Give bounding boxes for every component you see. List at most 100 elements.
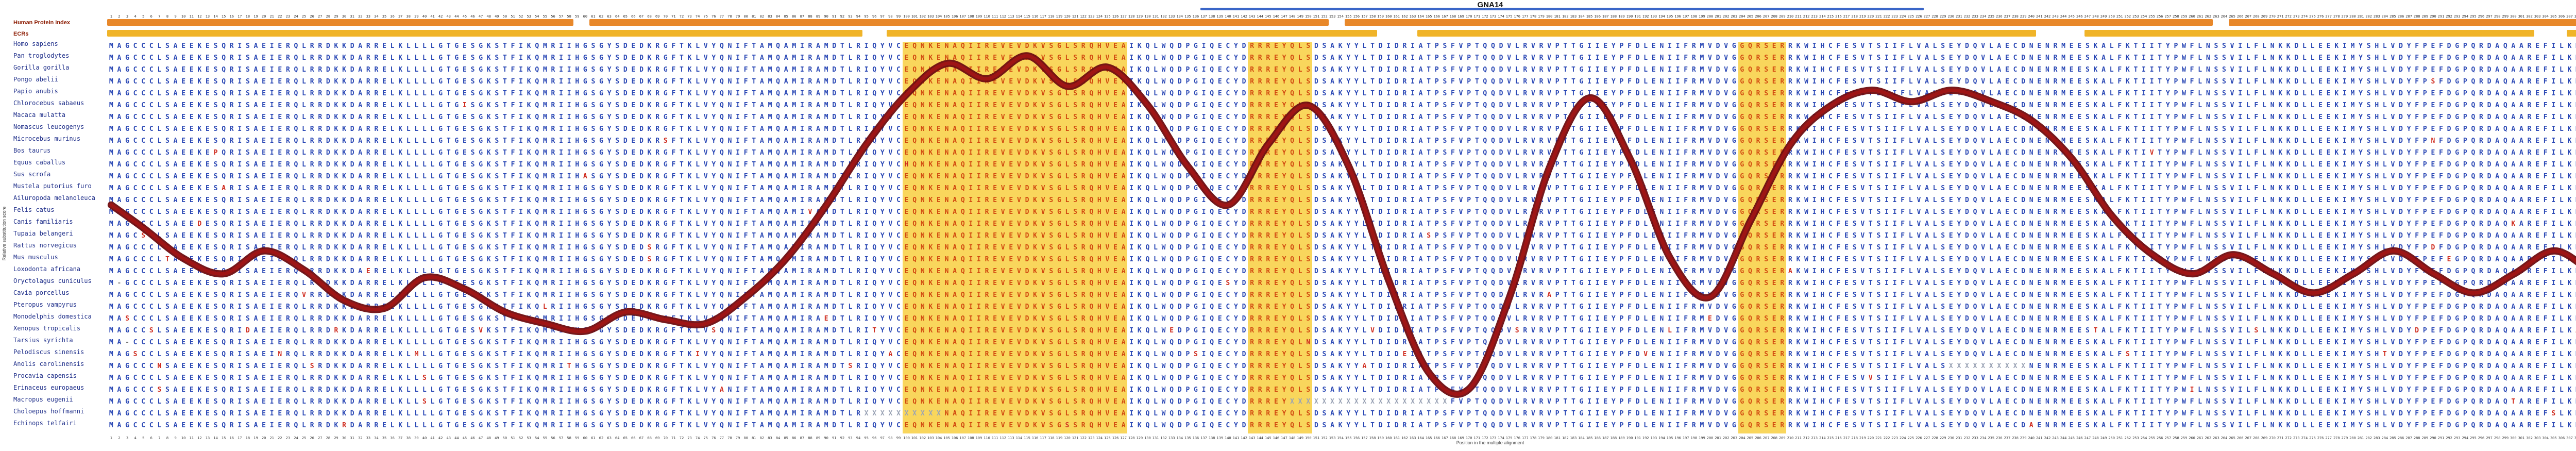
ruler-tick: 278 bbox=[2333, 14, 2340, 19]
ruler-tick: 10 bbox=[181, 14, 186, 19]
ruler-tick: 4 bbox=[134, 14, 137, 19]
residue-cell: K bbox=[2093, 42, 2098, 50]
residue-cell: H bbox=[575, 42, 580, 50]
track-segment bbox=[589, 19, 1329, 26]
residue-cell: R bbox=[982, 42, 991, 54]
species-name[interactable]: Echinops telfairi bbox=[13, 420, 77, 427]
species-name[interactable]: Equus caballus bbox=[13, 159, 66, 166]
residue-cell: Q bbox=[294, 42, 298, 50]
residue-cell: R bbox=[318, 42, 323, 50]
residue-cell: R bbox=[1539, 42, 1544, 50]
residue-cell: Q bbox=[1483, 42, 1487, 50]
species-name[interactable]: Choloepus hoffmanni bbox=[13, 408, 84, 415]
ruler-tick: 32 bbox=[358, 14, 363, 19]
ruler-tick: 231 bbox=[1956, 14, 1962, 19]
species-name[interactable]: Canis familiaris bbox=[13, 218, 73, 225]
species-name[interactable]: Pteropus vampyrus bbox=[13, 301, 77, 308]
residue-cell: Q bbox=[776, 42, 780, 50]
ruler-tick: 197 bbox=[1682, 14, 1689, 19]
species-name[interactable]: Felis catus bbox=[13, 206, 55, 213]
ruler-tick: 155 bbox=[1345, 14, 1352, 19]
ruler-tick: 94 bbox=[856, 14, 861, 19]
residue-cell: K bbox=[398, 42, 403, 50]
ruler-tick: 50 bbox=[502, 14, 507, 19]
ruler-tick: 150 bbox=[1304, 14, 1312, 19]
residue-cell: G bbox=[599, 42, 603, 50]
ruler-tick: 67 bbox=[639, 14, 644, 19]
residue-cell: E bbox=[1651, 42, 1656, 50]
species-name[interactable]: Erinaceus europaeus bbox=[13, 384, 84, 391]
species-name[interactable]: Anolis carolinensis bbox=[13, 360, 84, 368]
species-name[interactable]: Tupaia belangeri bbox=[13, 230, 73, 237]
residue-cell: G bbox=[479, 42, 483, 50]
residue-cell: I bbox=[800, 42, 804, 50]
residue-cell: R bbox=[1402, 42, 1407, 50]
species-name[interactable]: Pongo abelii bbox=[13, 76, 58, 83]
species-name[interactable]: Mus musculus bbox=[13, 254, 58, 261]
residue-cell: I bbox=[736, 42, 740, 50]
residue-cell: Q bbox=[1087, 42, 1096, 54]
species-name[interactable]: Procavia capensis bbox=[13, 372, 77, 379]
residue-cell: R bbox=[1778, 42, 1787, 54]
species-name[interactable]: Xenopus tropicalis bbox=[13, 325, 81, 332]
species-name[interactable]: Monodelphis domestica bbox=[13, 313, 92, 320]
residue-cell: V bbox=[1708, 42, 1712, 50]
residue-cell: E bbox=[1603, 42, 1608, 50]
species-name[interactable]: Ailuropoda melanoleuca bbox=[13, 194, 95, 202]
species-name[interactable]: Microcebus murinus bbox=[13, 135, 81, 142]
residue-cell: Q bbox=[910, 42, 919, 54]
residue-cell: Q bbox=[720, 42, 724, 50]
species-name[interactable]: Mustela putorius furo bbox=[13, 182, 92, 190]
ruler-tick: 294 bbox=[2462, 14, 2469, 19]
ruler-tick: 137 bbox=[1200, 14, 1207, 19]
residue-cell: S bbox=[2214, 42, 2218, 50]
residue-cell: G bbox=[1579, 42, 1584, 50]
residue-cell: M bbox=[543, 42, 547, 50]
residue-cell: R bbox=[229, 42, 234, 50]
ruler-tick: 225 bbox=[1907, 14, 1914, 19]
ruler-tick: 304 bbox=[2542, 14, 2549, 19]
species-name[interactable]: Rattus norvegicus bbox=[13, 242, 77, 249]
species-name[interactable]: Sus scrofa bbox=[13, 171, 51, 178]
ruler-tick: 65 bbox=[623, 14, 628, 19]
species-name[interactable]: Gorilla gorilla bbox=[13, 64, 70, 71]
species-name[interactable]: Homo sapiens bbox=[13, 40, 58, 47]
residue-cell: I bbox=[1587, 42, 1591, 50]
residue-cell: K bbox=[2286, 42, 2291, 50]
residue-cell: L bbox=[1362, 42, 1367, 50]
ruler-tick: 208 bbox=[1771, 14, 1778, 19]
species-name[interactable]: Macropus eugenii bbox=[13, 396, 73, 403]
residue-cell: T bbox=[752, 42, 756, 50]
residue-cell: P bbox=[1555, 42, 1560, 50]
species-name[interactable]: Bos taurus bbox=[13, 147, 51, 154]
species-name[interactable]: Tarsius syrichta bbox=[13, 337, 73, 344]
ruler-tick: 300 bbox=[2510, 14, 2517, 19]
ruler-tick: 90 bbox=[824, 14, 828, 19]
ruler-tick: 291 bbox=[2437, 14, 2445, 19]
species-name[interactable]: Loxodonta africana bbox=[13, 265, 81, 273]
species-name[interactable]: Cavia porcellus bbox=[13, 289, 70, 296]
ruler-tick: 3 bbox=[126, 14, 129, 19]
ruler-tick: 145 bbox=[1264, 14, 1272, 19]
species-name[interactable]: Chlorocebus sabaeus bbox=[13, 99, 84, 107]
ruler-tick: 60 bbox=[583, 14, 588, 19]
residue-cell: Q bbox=[872, 42, 877, 50]
species-name[interactable]: Macaca mulatta bbox=[13, 111, 66, 119]
species-name[interactable]: Nomascus leucogenys bbox=[13, 123, 84, 130]
residue-cell: E bbox=[206, 42, 210, 50]
species-name[interactable]: Pelodiscus sinensis bbox=[13, 348, 84, 356]
residue-cell: D bbox=[1177, 42, 1182, 50]
species-name[interactable]: Papio anubis bbox=[13, 88, 58, 95]
ruler-tick: 262 bbox=[2205, 14, 2212, 19]
species-name[interactable]: Oryctolagus cuniculus bbox=[13, 277, 92, 285]
ruler-tick: 37 bbox=[398, 14, 403, 19]
residue-cell: E bbox=[631, 42, 636, 50]
ruler-tick: 36 bbox=[390, 14, 395, 19]
residue-cell: G bbox=[583, 42, 587, 50]
ruler-tick: 182 bbox=[1562, 14, 1569, 19]
ruler-tick: 308 bbox=[2574, 14, 2576, 19]
species-name[interactable]: Pan troglodytes bbox=[13, 52, 70, 59]
ruler-tick: 123 bbox=[1088, 14, 1095, 19]
ruler-tick: 5 bbox=[142, 14, 145, 19]
